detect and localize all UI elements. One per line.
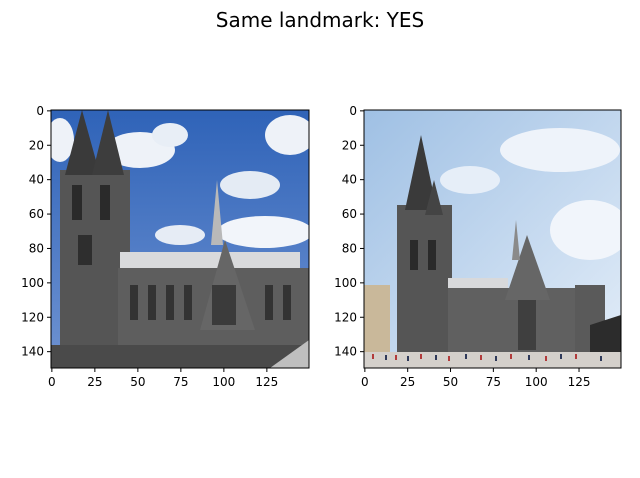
left-x-tick-label: 75	[173, 375, 188, 389]
left-x-tick-label: 0	[48, 375, 56, 389]
left-y-tick-label: 100	[21, 276, 44, 290]
right-x-tick-label: 25	[400, 375, 415, 389]
left-photo	[51, 110, 309, 368]
left-y-tick-label: 80	[29, 241, 44, 255]
left-x-tick-label: 100	[212, 375, 235, 389]
right-x-tick-label: 75	[486, 375, 501, 389]
left-axes-frame	[50, 109, 310, 369]
right-x-tick-label: 100	[525, 375, 548, 389]
right-y-tick-label: 0	[349, 104, 357, 118]
right-y-tick-label: 80	[342, 241, 357, 255]
left-y-tick-label: 120	[21, 310, 44, 324]
right-y-tick-label: 60	[342, 207, 357, 221]
right-x-tick-label: 0	[361, 375, 369, 389]
right-photo	[364, 110, 621, 368]
right-y-tick-label: 20	[342, 138, 357, 152]
left-x-tick-label: 50	[130, 375, 145, 389]
right-axes-frame	[363, 109, 622, 369]
left-x-tick-label: 125	[255, 375, 278, 389]
left-y-tick-label: 0	[36, 104, 44, 118]
left-x-tick-label: 25	[87, 375, 102, 389]
right-x-tick-label: 125	[568, 375, 591, 389]
right-axes-ticks: 0 25 50 75 100 125 0 20 40 60 80 100 120 140	[334, 104, 590, 389]
left-y-tick-label: 60	[29, 207, 44, 221]
left-y-tick-label: 40	[29, 173, 44, 187]
left-y-tick-label: 140	[21, 345, 44, 359]
right-y-tick-label: 100	[334, 276, 357, 290]
figure-title: Same landmark: YES	[215, 8, 425, 32]
left-y-tick-label: 20	[29, 138, 44, 152]
right-x-tick-label: 50	[443, 375, 458, 389]
right-y-tick-label: 140	[334, 345, 357, 359]
right-y-tick-label: 40	[342, 173, 357, 187]
right-y-tick-label: 120	[334, 310, 357, 324]
left-axes-ticks: 0 25 50 75 100 125 0 20 40 60 80 100 120 140	[21, 104, 278, 389]
